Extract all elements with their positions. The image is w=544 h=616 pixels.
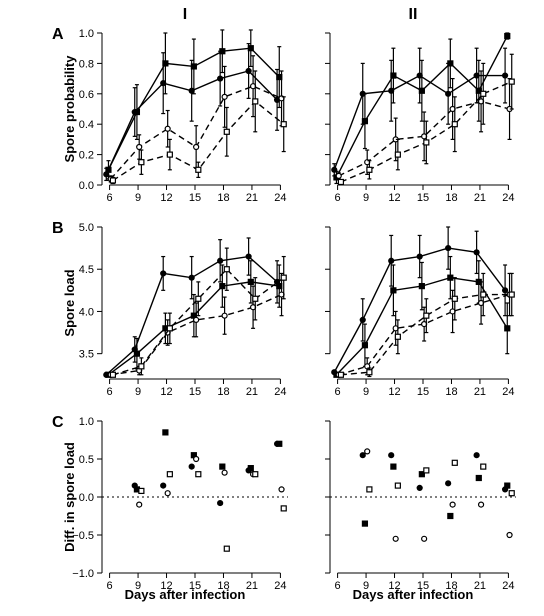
- svg-text:24: 24: [274, 580, 286, 592]
- svg-text:18: 18: [217, 386, 229, 398]
- svg-text:21: 21: [474, 192, 486, 204]
- panel-B-1: 6912151821243.54.04.55.0: [92, 227, 278, 379]
- svg-text:12: 12: [388, 580, 400, 592]
- svg-text:−0.5: −0.5: [72, 530, 94, 542]
- svg-text:15: 15: [189, 192, 201, 204]
- svg-text:12: 12: [388, 192, 400, 204]
- svg-text:15: 15: [417, 386, 429, 398]
- svg-text:9: 9: [363, 386, 369, 398]
- svg-text:24: 24: [502, 580, 514, 592]
- svg-text:18: 18: [445, 580, 457, 592]
- ylabel-row-C: Diff. in spore load: [62, 427, 77, 567]
- panel-A-2: 691215182124: [320, 33, 506, 185]
- svg-text:−1.0: −1.0: [72, 568, 94, 580]
- svg-text:6: 6: [335, 580, 341, 592]
- svg-text:9: 9: [363, 580, 369, 592]
- svg-text:0.0: 0.0: [79, 492, 94, 504]
- svg-text:24: 24: [502, 386, 514, 398]
- svg-text:21: 21: [246, 386, 258, 398]
- svg-text:9: 9: [363, 192, 369, 204]
- svg-text:21: 21: [246, 580, 258, 592]
- svg-text:24: 24: [502, 192, 514, 204]
- svg-text:0.0: 0.0: [79, 180, 94, 192]
- svg-text:24: 24: [274, 192, 286, 204]
- col-title-1: I: [92, 6, 278, 24]
- svg-text:6: 6: [107, 386, 113, 398]
- svg-text:0.4: 0.4: [79, 119, 94, 131]
- svg-text:12: 12: [160, 192, 172, 204]
- svg-text:6: 6: [107, 192, 113, 204]
- ylabel-row-A: Spore probability: [62, 39, 77, 179]
- svg-text:9: 9: [135, 580, 141, 592]
- svg-text:0.5: 0.5: [79, 454, 94, 466]
- svg-text:18: 18: [217, 580, 229, 592]
- svg-text:12: 12: [160, 386, 172, 398]
- svg-text:0.8: 0.8: [79, 58, 94, 70]
- figure-root: IIIABCSpore probabilitySpore loadDiff. i…: [0, 0, 544, 616]
- panel-B-2: 691215182124: [320, 227, 506, 379]
- ylabel-row-B: Spore load: [62, 233, 77, 373]
- svg-text:1.0: 1.0: [79, 416, 94, 428]
- svg-text:21: 21: [474, 386, 486, 398]
- svg-text:15: 15: [189, 386, 201, 398]
- svg-text:9: 9: [135, 192, 141, 204]
- svg-text:21: 21: [474, 580, 486, 592]
- col-title-2: II: [320, 6, 506, 24]
- panel-A-1: 6912151821240.00.20.40.60.81.0: [92, 33, 278, 185]
- svg-text:6: 6: [335, 386, 341, 398]
- svg-text:12: 12: [160, 580, 172, 592]
- svg-text:24: 24: [274, 386, 286, 398]
- svg-text:4.0: 4.0: [79, 306, 94, 318]
- svg-text:21: 21: [246, 192, 258, 204]
- svg-text:6: 6: [335, 192, 341, 204]
- svg-text:18: 18: [217, 192, 229, 204]
- svg-text:0.6: 0.6: [79, 89, 94, 101]
- svg-text:12: 12: [388, 386, 400, 398]
- svg-text:9: 9: [135, 386, 141, 398]
- svg-text:3.5: 3.5: [79, 349, 94, 361]
- svg-text:15: 15: [189, 580, 201, 592]
- svg-text:15: 15: [417, 192, 429, 204]
- svg-text:4.5: 4.5: [79, 264, 94, 276]
- panel-C-1: 691215182124−1.0−0.50.00.51.0: [92, 421, 278, 573]
- svg-text:6: 6: [107, 580, 113, 592]
- svg-text:15: 15: [417, 580, 429, 592]
- panel-C-2: 691215182124: [320, 421, 506, 573]
- svg-text:18: 18: [445, 192, 457, 204]
- svg-text:1.0: 1.0: [79, 28, 94, 40]
- svg-text:5.0: 5.0: [79, 222, 94, 234]
- svg-text:18: 18: [445, 386, 457, 398]
- svg-text:0.2: 0.2: [79, 150, 94, 162]
